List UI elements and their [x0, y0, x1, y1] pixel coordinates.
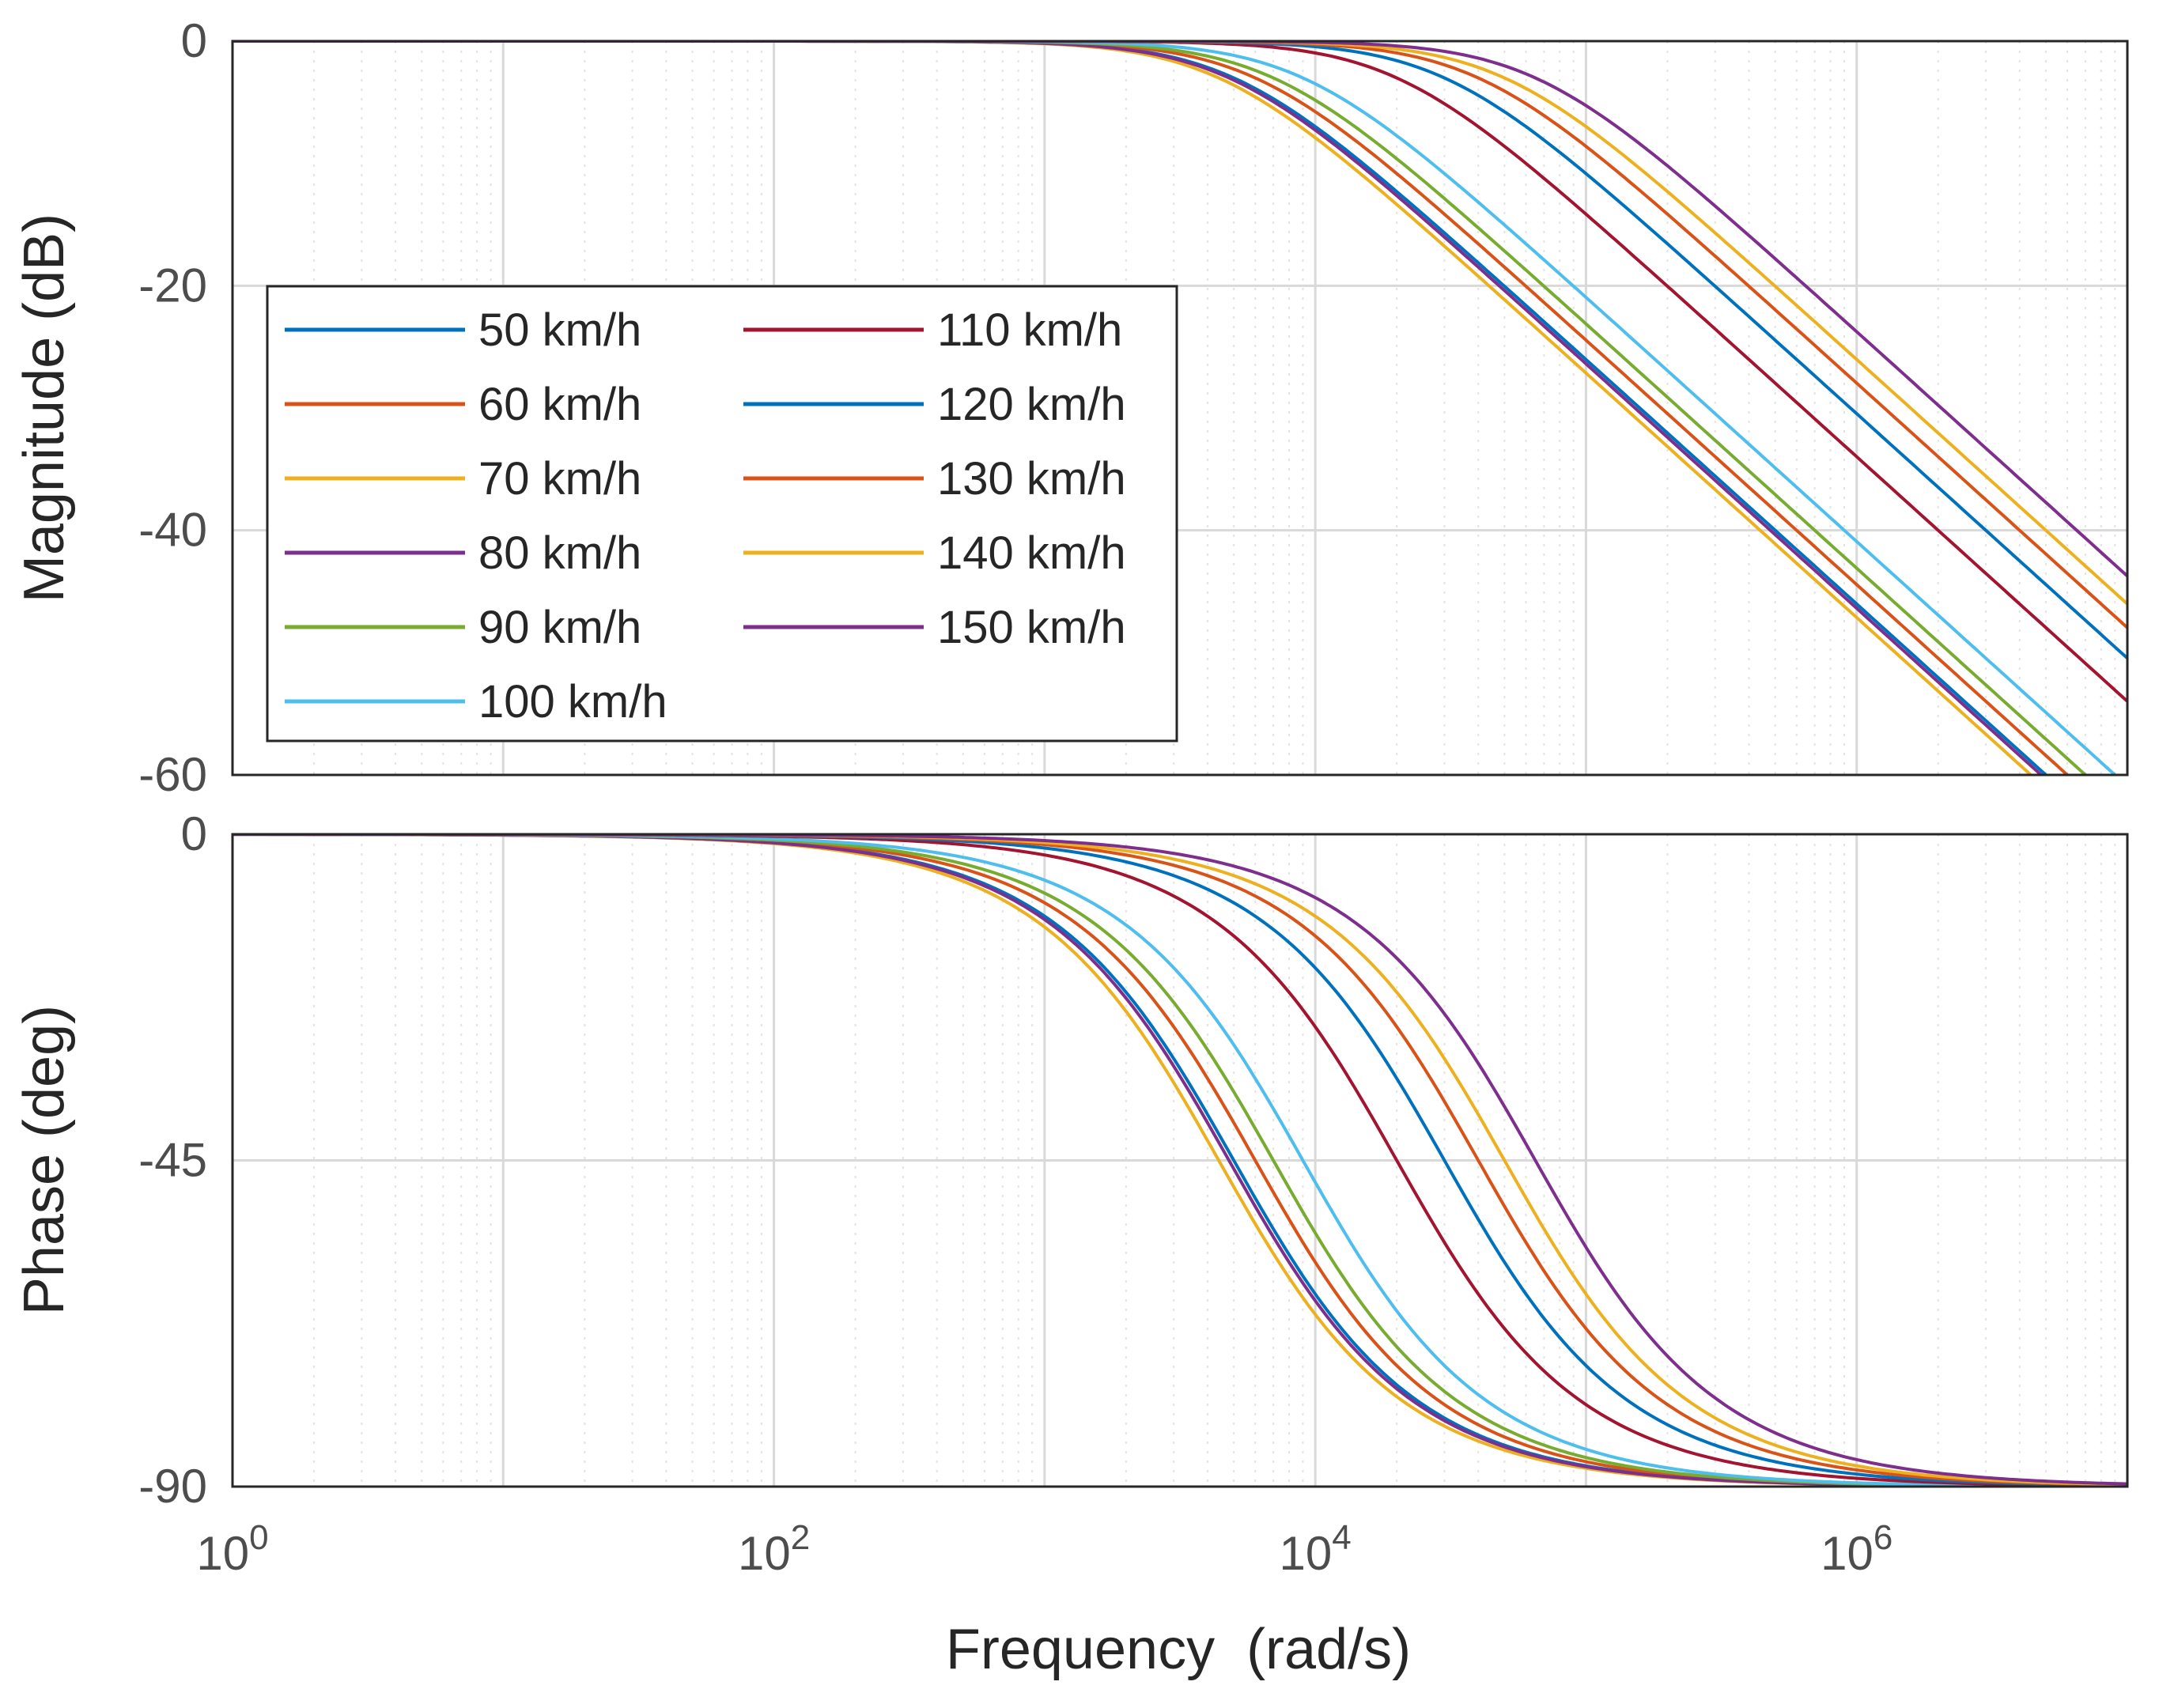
magnitude-frame: [231, 40, 2129, 777]
y-tick-label: -40: [138, 504, 207, 557]
phase-y-label: Phase (deg): [13, 1005, 76, 1315]
legend-label: 90 km/h: [478, 602, 641, 653]
magnitude-curve-2: [233, 41, 2033, 775]
magnitude-y-label: Magnitude (dB): [13, 214, 76, 603]
legend: 50 km/h 60 km/h 70 km/h 80 km/h 90 km/h 100 k…: [266, 285, 1178, 743]
legend-items: 50 km/h 60 km/h 70 km/h 80 km/h 90 km/h 100 k…: [285, 304, 1126, 727]
y-tick-label: -20: [138, 259, 207, 312]
legend-label: 130 km/h: [937, 453, 1126, 504]
legend-label: 120 km/h: [937, 379, 1126, 430]
magnitude-curve-4: [233, 41, 2088, 775]
legend-label: 60 km/h: [478, 379, 641, 430]
magnitude-curve-3: [233, 41, 2044, 775]
legend-label: 80 km/h: [478, 527, 641, 579]
y-tick-label: 0: [181, 807, 207, 860]
x-axis-label: Frequency (rad/s): [946, 1618, 1411, 1681]
x-tick-label: 100: [196, 1518, 268, 1580]
magnitude-y-ticks: 0 -20 -40 -60: [138, 14, 207, 801]
legend-label: 110 km/h: [937, 304, 1122, 356]
legend-box: [266, 285, 1178, 743]
legend-label: 70 km/h: [478, 453, 641, 504]
x-tick-label: 102: [738, 1518, 810, 1580]
magnitude-curve-5: [233, 41, 2118, 775]
x-tick-label: 104: [1280, 1518, 1352, 1580]
legend-label: 140 km/h: [937, 527, 1126, 579]
x-tick-label: 106: [1821, 1518, 1892, 1580]
x-tick-labels: 100 102 104 106: [196, 1518, 1892, 1580]
y-tick-label: -60: [138, 748, 207, 801]
y-tick-label: -90: [138, 1460, 207, 1513]
y-tick-label: 0: [181, 14, 207, 67]
legend-label: 100 km/h: [478, 676, 667, 727]
legend-label: 150 km/h: [937, 602, 1126, 653]
phase-frame: [231, 833, 2129, 1488]
legend-label: 50 km/h: [478, 304, 641, 356]
magnitude-curve-1: [233, 41, 2070, 775]
phase-y-ticks: 0 -45 -90: [138, 807, 207, 1513]
y-tick-label: -45: [138, 1134, 207, 1187]
phase-panel: 0 -45 -90 Phase (deg): [13, 807, 2129, 1513]
phase-grid: [233, 834, 2127, 1487]
